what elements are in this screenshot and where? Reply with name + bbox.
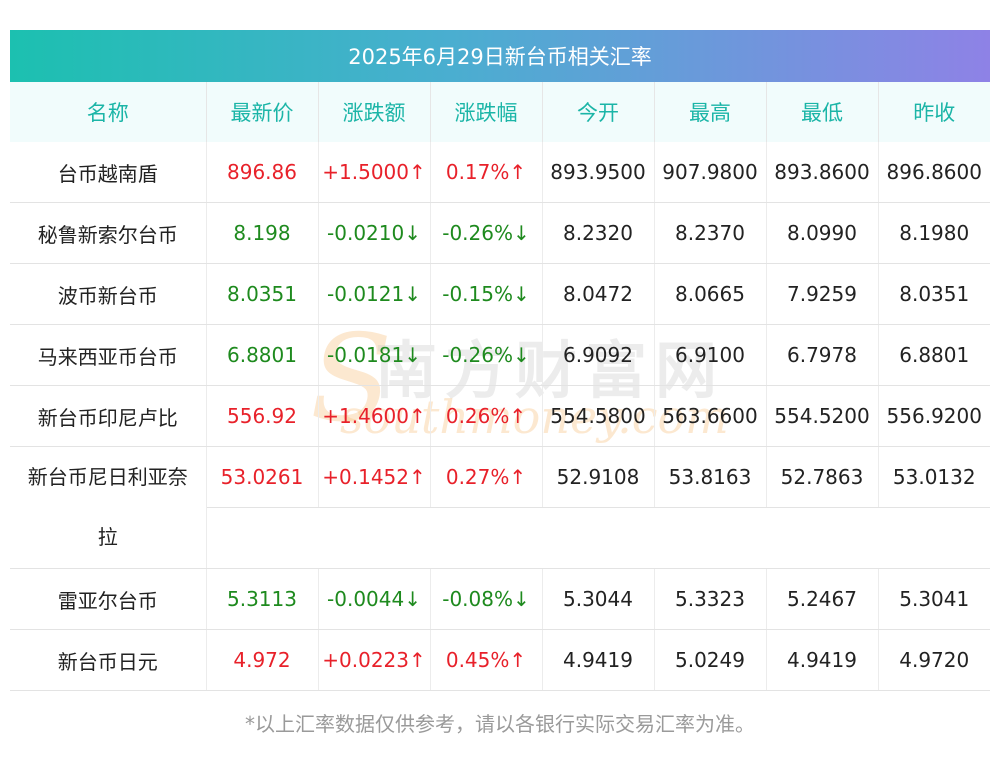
cell-latest: 896.86 <box>206 142 319 203</box>
cell-low: 5.2467 <box>766 568 879 630</box>
cell-latest: 8.0351 <box>206 263 319 325</box>
rates-table: 名称 最新价 涨跌额 涨跌幅 今开 最高 最低 昨收 台币越南盾 896.86 … <box>10 82 990 691</box>
cell-change: +0.0223↑ <box>318 629 431 691</box>
cell-latest: 6.8801 <box>206 324 319 386</box>
cell-high: 8.2370 <box>654 202 767 264</box>
cell-prev: 8.1980 <box>878 202 990 264</box>
cell-high: 907.9800 <box>654 142 767 203</box>
cell-latest: 53.0261 <box>206 446 319 508</box>
table-row: 新台币尼日利亚奈拉 53.0261 +0.1452↑ 0.27%↑ 52.910… <box>10 446 990 569</box>
cell-pct: 0.45%↑ <box>430 629 543 691</box>
cell-prev: 896.8600 <box>878 142 990 203</box>
col-header-name: 名称 <box>10 82 207 142</box>
cell-latest: 4.972 <box>206 629 319 691</box>
cell-open: 8.2320 <box>542 202 655 264</box>
cell-high: 8.0665 <box>654 263 767 325</box>
empty-cell <box>206 507 990 569</box>
cell-high: 5.3323 <box>654 568 767 630</box>
cell-name: 波币新台币 <box>10 263 207 325</box>
cell-pct: -0.15%↓ <box>430 263 543 325</box>
cell-pct: -0.08%↓ <box>430 568 543 630</box>
cell-high: 563.6600 <box>654 385 767 447</box>
cell-change: -0.0121↓ <box>318 263 431 325</box>
cell-open: 8.0472 <box>542 263 655 325</box>
table-row: 马来西亚币台币 6.8801 -0.0181↓ -0.26%↓ 6.9092 6… <box>10 324 990 386</box>
cell-prev: 8.0351 <box>878 263 990 325</box>
cell-change: -0.0210↓ <box>318 202 431 264</box>
cell-name: 新台币尼日利亚奈拉 <box>10 446 207 569</box>
cell-name: 新台币日元 <box>10 629 207 691</box>
table-row: 台币越南盾 896.86 +1.5000↑ 0.17%↑ 893.9500 90… <box>10 142 990 203</box>
cell-name: 雷亚尔台币 <box>10 568 207 630</box>
cell-open: 6.9092 <box>542 324 655 386</box>
table-row: 新台币印尼卢比 556.92 +1.4600↑ 0.26%↑ 554.5800 … <box>10 385 990 447</box>
table-title: 2025年6月29日新台币相关汇率 <box>10 30 990 82</box>
cell-open: 52.9108 <box>542 446 655 508</box>
cell-prev: 5.3041 <box>878 568 990 630</box>
col-header-change: 涨跌额 <box>318 82 431 142</box>
cell-open: 5.3044 <box>542 568 655 630</box>
cell-latest: 5.3113 <box>206 568 319 630</box>
col-header-prev: 昨收 <box>878 82 990 142</box>
cell-prev: 53.0132 <box>878 446 990 508</box>
cell-open: 554.5800 <box>542 385 655 447</box>
cell-change: +0.1452↑ <box>318 446 431 508</box>
cell-change: +1.5000↑ <box>318 142 431 203</box>
col-header-open: 今开 <box>542 82 655 142</box>
cell-open: 893.9500 <box>542 142 655 203</box>
cell-high: 5.0249 <box>654 629 767 691</box>
cell-low: 6.7978 <box>766 324 879 386</box>
cell-pct: 0.26%↑ <box>430 385 543 447</box>
table-row: 秘鲁新索尔台币 8.198 -0.0210↓ -0.26%↓ 8.2320 8.… <box>10 202 990 264</box>
table-row: 新台币日元 4.972 +0.0223↑ 0.45%↑ 4.9419 5.024… <box>10 629 990 691</box>
cell-change: -0.0044↓ <box>318 568 431 630</box>
cell-prev: 6.8801 <box>878 324 990 386</box>
cell-name-line1: 新台币尼日利亚奈 <box>27 465 188 489</box>
table-row-continuation <box>10 507 990 569</box>
cell-pct: 0.27%↑ <box>430 446 543 508</box>
cell-name-line2: 拉 <box>97 525 118 549</box>
cell-low: 8.0990 <box>766 202 879 264</box>
cell-high: 6.9100 <box>654 324 767 386</box>
cell-open: 4.9419 <box>542 629 655 691</box>
cell-latest: 8.198 <box>206 202 319 264</box>
cell-prev: 4.9720 <box>878 629 990 691</box>
cell-low: 7.9259 <box>766 263 879 325</box>
table-row: 波币新台币 8.0351 -0.0121↓ -0.15%↓ 8.0472 8.0… <box>10 263 990 325</box>
cell-prev: 556.9200 <box>878 385 990 447</box>
disclaimer-note: *以上汇率数据仅供参考，请以各银行实际交易汇率为准。 <box>245 712 755 736</box>
col-header-pct: 涨跌幅 <box>430 82 543 142</box>
cell-change: -0.0181↓ <box>318 324 431 386</box>
cell-change: +1.4600↑ <box>318 385 431 447</box>
cell-pct: 0.17%↑ <box>430 142 543 203</box>
col-header-latest: 最新价 <box>206 82 319 142</box>
cell-name: 新台币印尼卢比 <box>10 385 207 447</box>
cell-low: 4.9419 <box>766 629 879 691</box>
cell-pct: -0.26%↓ <box>430 324 543 386</box>
cell-low: 52.7863 <box>766 446 879 508</box>
cell-latest: 556.92 <box>206 385 319 447</box>
cell-name: 台币越南盾 <box>10 142 207 203</box>
col-header-high: 最高 <box>654 82 767 142</box>
table-row: 雷亚尔台币 5.3113 -0.0044↓ -0.08%↓ 5.3044 5.3… <box>10 568 990 630</box>
cell-name: 秘鲁新索尔台币 <box>10 202 207 264</box>
cell-high: 53.8163 <box>654 446 767 508</box>
cell-pct: -0.26%↓ <box>430 202 543 264</box>
col-header-low: 最低 <box>766 82 879 142</box>
cell-low: 554.5200 <box>766 385 879 447</box>
header-row: 名称 最新价 涨跌额 涨跌幅 今开 最高 最低 昨收 <box>10 82 990 142</box>
cell-low: 893.8600 <box>766 142 879 203</box>
cell-name: 马来西亚币台币 <box>10 324 207 386</box>
